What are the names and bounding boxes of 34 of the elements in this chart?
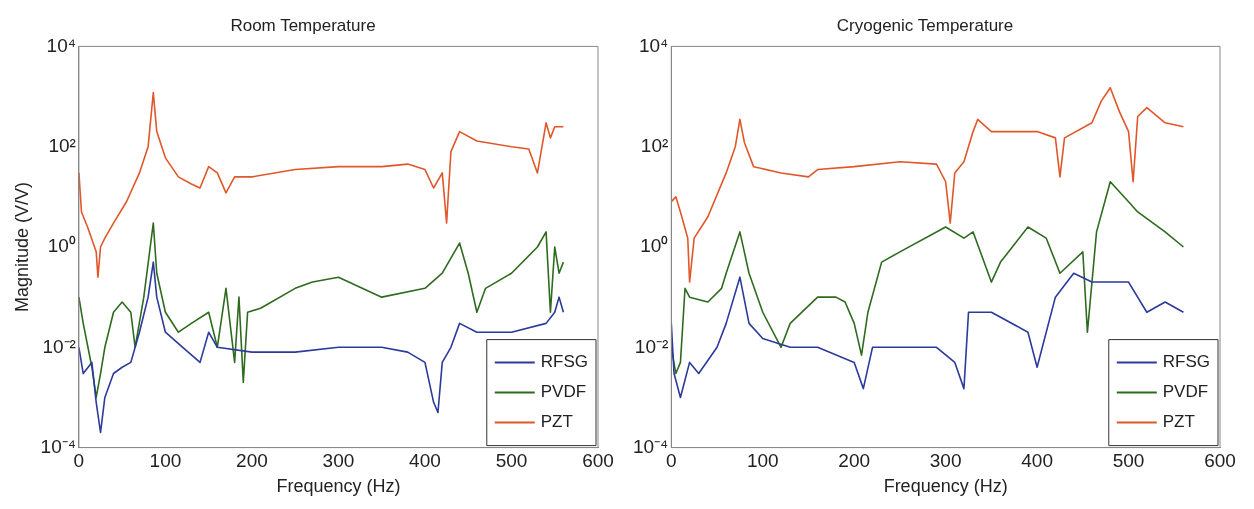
x-tick-label: 400 bbox=[1021, 450, 1053, 472]
legend-label: RFSG bbox=[540, 352, 589, 372]
x-tick-label: 600 bbox=[1204, 450, 1236, 472]
legend-label: RFSG bbox=[1162, 352, 1211, 372]
x-tick-label: 500 bbox=[1112, 450, 1145, 472]
x-axis-title: Frequency (Hz) bbox=[883, 476, 1008, 497]
y-tick-label: 10² bbox=[640, 134, 669, 156]
x-tick-label: 100 bbox=[746, 450, 779, 472]
y-tick-label: 10⁴ bbox=[638, 34, 669, 56]
chart-title: Cryogenic Temperature bbox=[836, 15, 1014, 35]
y-tick-label: 10⁰ bbox=[640, 235, 669, 257]
x-tick-label: 600 bbox=[582, 450, 614, 472]
x-tick-label: 0 bbox=[666, 450, 677, 472]
legend-label: PVDF bbox=[540, 382, 587, 402]
x-tick-label: 200 bbox=[838, 450, 871, 472]
x-tick-label: 500 bbox=[495, 450, 528, 472]
y-tick-label: 10⁻² bbox=[42, 335, 76, 357]
y-tick-label: 10² bbox=[48, 134, 76, 156]
legend-label: PZT bbox=[540, 412, 573, 432]
x-tick-label: 300 bbox=[929, 450, 962, 472]
legend-label: PZT bbox=[1162, 412, 1195, 432]
x-tick-label: 100 bbox=[149, 450, 182, 472]
y-tick-label: 10⁴ bbox=[46, 34, 76, 56]
y-tick-label: 10⁻⁴ bbox=[40, 435, 76, 457]
y-axis-title: Magnitude (V/V) bbox=[11, 181, 32, 313]
y-tick-label: 10⁰ bbox=[47, 235, 76, 257]
y-tick-label: 10⁻² bbox=[634, 335, 669, 357]
x-axis-title: Frequency (Hz) bbox=[276, 476, 401, 497]
chart-title: Room Temperature bbox=[230, 15, 376, 35]
x-tick-label: 400 bbox=[409, 450, 441, 472]
legend-label: PVDF bbox=[1162, 382, 1209, 402]
x-tick-label: 300 bbox=[322, 450, 355, 472]
x-tick-label: 0 bbox=[73, 450, 85, 472]
x-tick-label: 200 bbox=[236, 450, 268, 472]
